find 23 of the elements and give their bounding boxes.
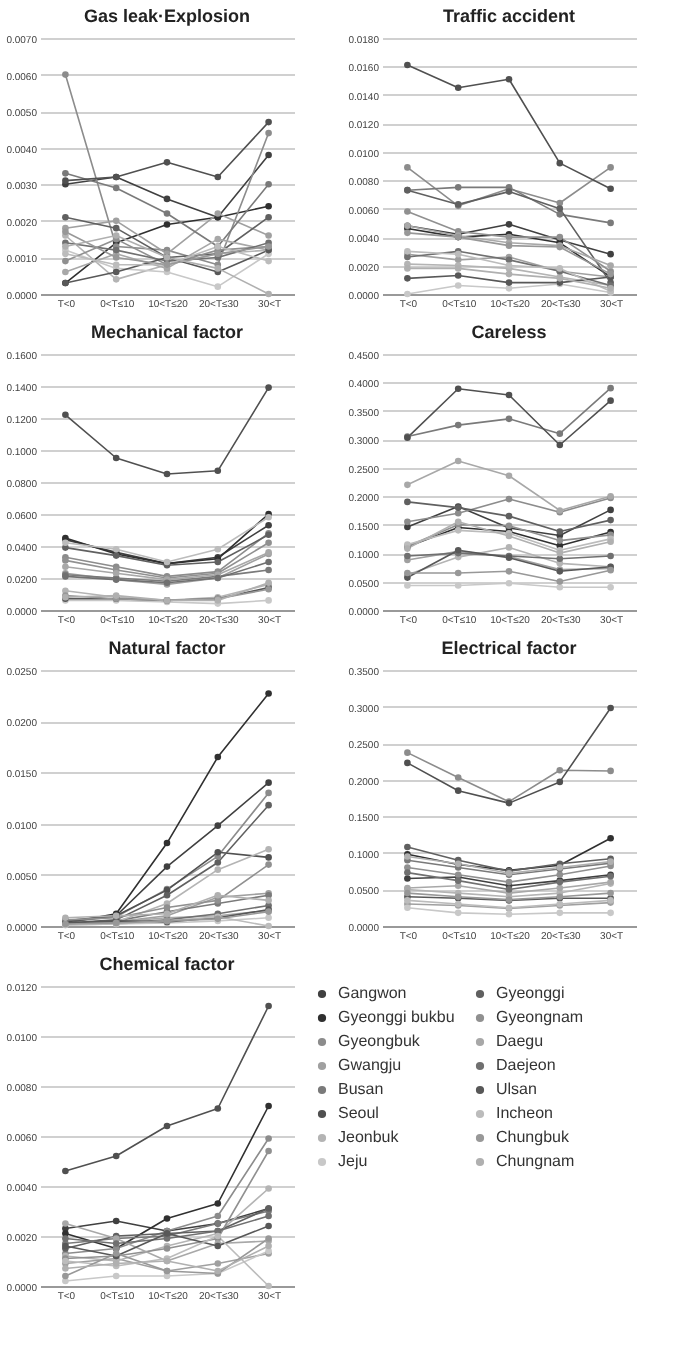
legend-label: Gyeonggi bukbu <box>338 1008 455 1026</box>
legend-label: Incheon <box>496 1104 553 1122</box>
legend-label: Gyeonggi <box>496 984 565 1002</box>
legend-label: Gyeongnam <box>496 1008 584 1026</box>
chart-title: Chemical factor <box>99 954 236 974</box>
legend-label: Chungbuk <box>496 1128 571 1146</box>
chart-title: Mechanical factor <box>90 322 245 342</box>
legend-label: Gangwon <box>338 984 407 1002</box>
chart-title: Careless <box>471 322 547 342</box>
legend-label: Jeonbuk <box>338 1128 401 1146</box>
legend-label: Ulsan <box>496 1080 537 1098</box>
legend-label: Busan <box>338 1080 384 1098</box>
legend-label: Jeju <box>338 1152 368 1170</box>
legend-label: Gwangju <box>338 1056 402 1074</box>
chart-title: Gas leak·Explosion <box>83 6 251 26</box>
chart-title: Electrical factor <box>441 638 578 658</box>
chart-title: Traffic accident <box>442 6 576 26</box>
legend-label: Seoul <box>338 1104 380 1122</box>
legend-label: Daegu <box>496 1032 544 1050</box>
chart-title: Natural factor <box>108 638 227 658</box>
legend-label: Daejeon <box>496 1056 556 1074</box>
legend-label: Chungnam <box>496 1152 575 1170</box>
legend-label: Gyeongbuk <box>338 1032 422 1050</box>
